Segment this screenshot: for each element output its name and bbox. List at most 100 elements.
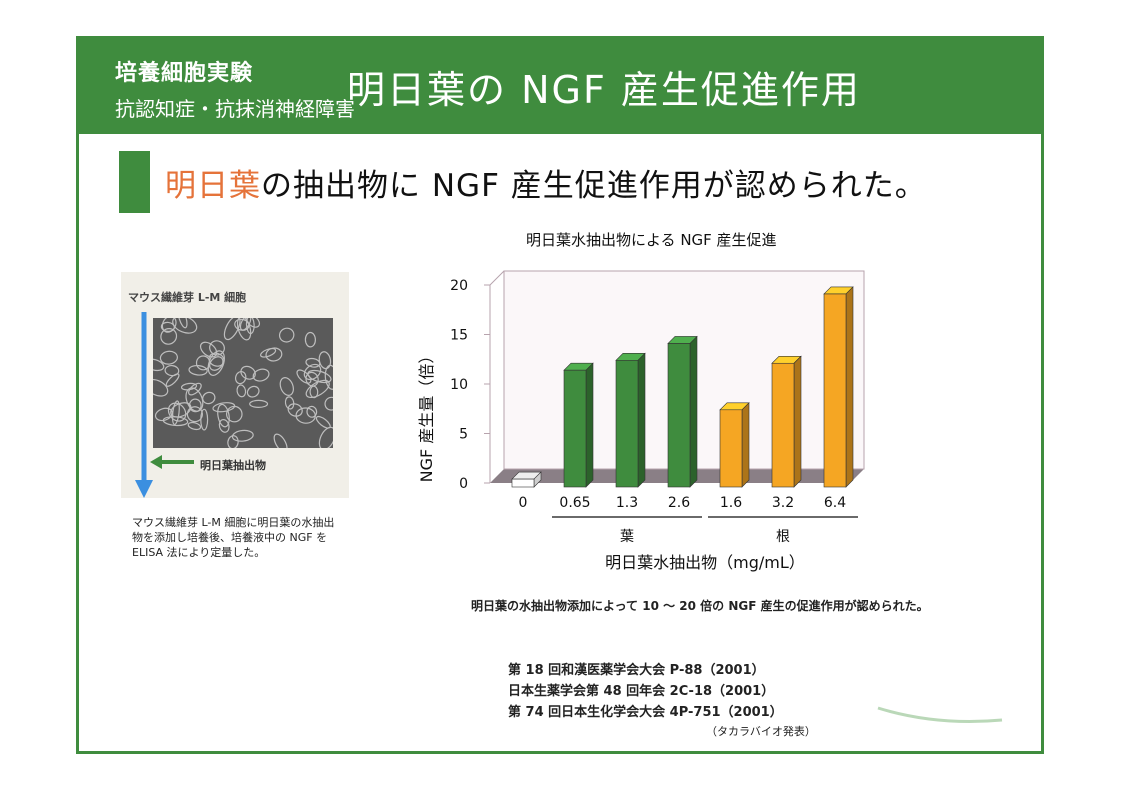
bar <box>719 409 743 488</box>
x-tick-label: 6.4 <box>824 495 846 511</box>
cell-shape <box>223 318 241 341</box>
cell-shape <box>153 358 165 372</box>
chart-top-edge <box>489 270 505 286</box>
cell-shape <box>236 384 247 398</box>
cell-shape <box>306 405 318 418</box>
slide-title: 明日葉の NGF 産生促進作用 <box>347 68 861 112</box>
y-tick-label: 5 <box>459 427 468 443</box>
bar <box>615 360 639 488</box>
cell-shape <box>160 321 175 333</box>
cell-micrograph-image <box>153 318 333 448</box>
extract-arrow-label: 明日葉抽出物 <box>200 459 266 472</box>
cell-shape <box>172 318 198 334</box>
cell-shape <box>245 318 261 328</box>
cell-shape <box>303 363 322 381</box>
bar <box>511 478 535 488</box>
headline: 明日葉の抽出物に NGF 産生促進作用が認められた。 <box>165 160 927 205</box>
y-tick-label: 0 <box>459 476 468 492</box>
x-tick-label: 0 <box>519 495 528 511</box>
green-left-arrow <box>150 455 194 469</box>
cell-shape <box>177 318 188 329</box>
cell-shape <box>164 364 180 377</box>
x-axis-label: 明日葉水抽出物（mg/mL） <box>605 553 805 572</box>
photo-caption: マウス繊維芽 L-M 細胞に明日葉の水抽出物を添加し培養後、培養液中の NGF … <box>132 516 335 559</box>
bar <box>771 362 795 488</box>
cell-shape <box>231 429 254 442</box>
cell-shape <box>296 369 312 384</box>
cell-shape <box>187 421 202 431</box>
cell-shape <box>245 318 255 335</box>
cell-shape <box>249 399 269 409</box>
chart-title: 明日葉水抽出物による NGF 産生促進 <box>526 231 777 249</box>
cell-shape <box>324 364 333 390</box>
cell-shape <box>284 396 295 410</box>
x-tick-label: 1.3 <box>616 495 638 511</box>
bar-side <box>845 286 854 488</box>
bar <box>823 293 847 488</box>
cell-shape <box>217 403 230 428</box>
group-label: 葉 <box>620 529 634 545</box>
cell-shape <box>239 318 252 331</box>
cell-shape <box>305 357 321 368</box>
cell-shape <box>260 347 277 358</box>
bar-side <box>793 355 802 488</box>
y-axis-label: NGF 産生量（倍） <box>417 348 436 483</box>
references: 第 18 回和漢医薬学会大会 P-88（2001） 日本生薬学会第 48 回年会… <box>508 660 783 723</box>
cell-shape <box>287 403 303 417</box>
bar-side <box>585 362 594 488</box>
cell-shape <box>273 433 288 448</box>
bar-side <box>741 402 750 488</box>
cell-shape <box>318 426 333 448</box>
reference-item: 第 74 回日本生化学会大会 4P-751（2001） <box>508 705 783 720</box>
header-category: 培養細胞実験 <box>115 61 254 86</box>
cell-shape <box>199 341 218 358</box>
cell-shape <box>218 418 230 433</box>
cell-shape <box>188 382 202 396</box>
cell-shape <box>154 407 173 422</box>
y-tick-label: 10 <box>450 377 468 393</box>
headline-text: の抽出物に NGF 産生促進作用が認められた。 <box>261 168 927 204</box>
cell-shape <box>180 382 198 391</box>
cell-shape <box>279 377 294 396</box>
x-tick-label: 0.65 <box>559 495 590 511</box>
x-tick-label: 3.2 <box>772 495 794 511</box>
cell-shape <box>185 387 204 412</box>
cell-shape <box>188 364 208 376</box>
reference-item: 日本生薬学会第 48 回年会 2C-18（2001） <box>508 684 775 699</box>
bar-side <box>689 335 698 488</box>
headline-marker <box>119 151 150 213</box>
cell-shape <box>171 400 180 426</box>
x-tick-label: 2.6 <box>668 495 690 511</box>
bar-side <box>637 352 646 488</box>
bar <box>667 343 691 488</box>
cell-shape <box>207 350 225 376</box>
cell-shape <box>202 391 216 405</box>
cell-shape <box>212 402 236 413</box>
cell-shape <box>278 327 295 343</box>
cell-shape <box>295 407 316 424</box>
cell-shape <box>227 435 239 448</box>
group-label: 根 <box>776 529 790 545</box>
headline-accent: 明日葉 <box>165 168 261 204</box>
reference-item: 第 18 回和漢医薬学会大会 P-88（2001） <box>508 663 765 678</box>
bar <box>563 369 587 488</box>
ngf-bar-chart: 0 5 10 15 20 0 0.65 1.3 2.6 1.6 3.2 6.4 葉 根 NGF 産生量（倍… <box>417 270 865 572</box>
cell-shape <box>315 415 331 429</box>
result-summary: 明日葉の水抽出物添加によって 10 ～ 20 倍の NGF 産生の促進作用が認め… <box>471 599 929 613</box>
y-tick-label: 15 <box>450 328 468 344</box>
cell-shape <box>304 331 317 348</box>
cell-shape <box>209 356 224 371</box>
cell-shape <box>186 406 203 423</box>
header-subcategory: 抗認知症・抗抹消神経障害 <box>115 97 355 121</box>
cell-shape <box>153 378 169 397</box>
cell-shape <box>324 396 333 411</box>
cell-shape <box>309 385 319 399</box>
cell-shape <box>160 328 178 345</box>
cell-shape <box>307 369 332 384</box>
cell-shape <box>159 350 178 365</box>
cell-shape <box>234 370 247 385</box>
y-tick-label: 20 <box>450 278 468 294</box>
slide-header: 培養細胞実験 抗認知症・抗抹消神経障害 明日葉の NGF 産生促進作用 <box>79 39 1041 134</box>
cell-shape <box>165 373 180 387</box>
cell-shape <box>167 402 187 422</box>
